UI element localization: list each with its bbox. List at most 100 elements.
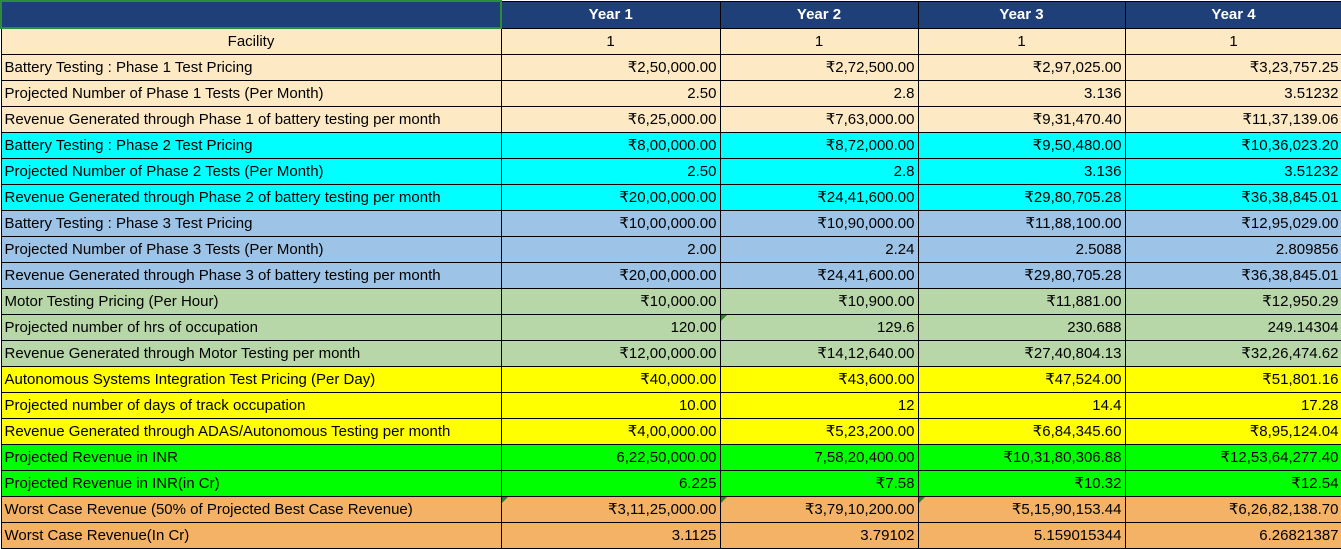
row-label-cell[interactable]: Projected Number of Phase 2 Tests (Per M… — [0, 158, 502, 185]
value-cell-year-1[interactable]: 3.1125 — [500, 522, 721, 549]
value-cell-year-4[interactable]: ₹10,36,023.20 — [1124, 132, 1341, 159]
value-cell-year-2[interactable]: 3.79102 — [719, 522, 919, 549]
value-cell-year-3[interactable]: 3.136 — [917, 158, 1126, 185]
row-label-cell[interactable]: Projected number of days of track occupa… — [0, 392, 502, 419]
row-label-cell[interactable]: Revenue Generated through Phase 3 of bat… — [0, 262, 502, 289]
value-cell-year-3[interactable]: 3.136 — [917, 80, 1126, 107]
row-label-cell[interactable]: Autonomous Systems Integration Test Pric… — [0, 366, 502, 393]
value-cell-year-2[interactable]: ₹8,72,000.00 — [719, 132, 919, 159]
value-cell-year-2[interactable]: ₹3,79,10,200.00 — [719, 496, 919, 523]
value-cell-year-1[interactable]: ₹3,11,25,000.00 — [500, 496, 721, 523]
value-cell-year-1[interactable]: ₹40,000.00 — [500, 366, 721, 393]
value-cell-year-1[interactable]: ₹20,00,000.00 — [500, 184, 721, 211]
value-cell-year-4[interactable]: ₹36,38,845.01 — [1124, 184, 1341, 211]
value-cell-year-4[interactable]: 3.51232 — [1124, 80, 1341, 107]
value-cell-year-1[interactable]: 1 — [500, 27, 721, 55]
value-cell-year-1[interactable]: ₹4,00,000.00 — [500, 418, 721, 445]
value-cell-year-3[interactable]: ₹6,84,345.60 — [917, 418, 1126, 445]
value-cell-year-2[interactable]: ₹5,23,200.00 — [719, 418, 919, 445]
row-label-cell[interactable]: Facility — [0, 27, 502, 55]
row-label-cell[interactable]: Projected Number of Phase 3 Tests (Per M… — [0, 236, 502, 263]
value-cell-year-2[interactable]: ₹24,41,600.00 — [719, 262, 919, 289]
value-cell-year-1[interactable]: ₹10,000.00 — [500, 288, 721, 315]
value-cell-year-1[interactable]: 2.50 — [500, 80, 721, 107]
value-cell-year-2[interactable]: ₹7,63,000.00 — [719, 106, 919, 133]
value-cell-year-1[interactable]: ₹2,50,000.00 — [500, 54, 721, 81]
year-3-header[interactable]: Year 3 — [917, 0, 1126, 29]
value-cell-year-4[interactable]: 6.26821387 — [1124, 522, 1341, 549]
value-cell-year-1[interactable]: ₹6,25,000.00 — [500, 106, 721, 133]
row-label-cell[interactable]: Worst Case Revenue(In Cr) — [0, 522, 502, 549]
value-cell-year-4[interactable]: ₹6,26,82,138.70 — [1124, 496, 1341, 523]
value-cell-year-4[interactable]: 1 — [1124, 27, 1341, 55]
value-cell-year-3[interactable]: ₹29,80,705.28 — [917, 262, 1126, 289]
value-cell-year-2[interactable]: ₹2,72,500.00 — [719, 54, 919, 81]
year-4-header[interactable]: Year 4 — [1124, 0, 1341, 29]
value-cell-year-4[interactable]: ₹8,95,124.04 — [1124, 418, 1341, 445]
value-cell-year-3[interactable]: 230.688 — [917, 314, 1126, 341]
value-cell-year-3[interactable]: 2.5088 — [917, 236, 1126, 263]
value-cell-year-3[interactable]: ₹11,88,100.00 — [917, 210, 1126, 237]
value-cell-year-1[interactable]: 6,22,50,000.00 — [500, 444, 721, 471]
value-cell-year-3[interactable]: ₹5,15,90,153.44 — [917, 496, 1126, 523]
row-label-cell[interactable]: Projected Revenue in INR — [0, 444, 502, 471]
value-cell-year-4[interactable]: ₹36,38,845.01 — [1124, 262, 1341, 289]
row-label-cell[interactable]: Revenue Generated through Motor Testing … — [0, 340, 502, 367]
value-cell-year-4[interactable]: ₹12,950.29 — [1124, 288, 1341, 315]
year-2-header[interactable]: Year 2 — [719, 0, 919, 29]
value-cell-year-3[interactable]: ₹47,524.00 — [917, 366, 1126, 393]
value-cell-year-1[interactable]: 6.225 — [500, 470, 721, 497]
row-label-cell[interactable]: Revenue Generated through Phase 1 of bat… — [0, 106, 502, 133]
value-cell-year-2[interactable]: 7,58,20,400.00 — [719, 444, 919, 471]
value-cell-year-3[interactable]: 1 — [917, 27, 1126, 55]
value-cell-year-3[interactable]: ₹29,80,705.28 — [917, 184, 1126, 211]
row-label-cell[interactable]: Revenue Generated through ADAS/Autonomou… — [0, 418, 502, 445]
value-cell-year-3[interactable]: ₹9,50,480.00 — [917, 132, 1126, 159]
value-cell-year-3[interactable]: ₹9,31,470.40 — [917, 106, 1126, 133]
value-cell-year-2[interactable]: 129.6 — [719, 314, 919, 341]
row-label-cell[interactable]: Motor Testing Pricing (Per Hour) — [0, 288, 502, 315]
value-cell-year-4[interactable]: ₹11,37,139.06 — [1124, 106, 1341, 133]
value-cell-year-2[interactable]: ₹43,600.00 — [719, 366, 919, 393]
row-label-cell[interactable]: Battery Testing : Phase 3 Test Pricing — [0, 210, 502, 237]
value-cell-year-4[interactable]: 17.28 — [1124, 392, 1341, 419]
selected-cell[interactable] — [0, 0, 502, 29]
row-label-cell[interactable]: Projected number of hrs of occupation — [0, 314, 502, 341]
value-cell-year-3[interactable]: 14.4 — [917, 392, 1126, 419]
row-label-cell[interactable]: Projected Number of Phase 1 Tests (Per M… — [0, 80, 502, 107]
value-cell-year-4[interactable]: ₹12,53,64,277.40 — [1124, 444, 1341, 471]
value-cell-year-1[interactable]: 120.00 — [500, 314, 721, 341]
value-cell-year-2[interactable]: 2.24 — [719, 236, 919, 263]
value-cell-year-2[interactable]: 1 — [719, 27, 919, 55]
value-cell-year-1[interactable]: ₹10,00,000.00 — [500, 210, 721, 237]
value-cell-year-1[interactable]: ₹12,00,000.00 — [500, 340, 721, 367]
value-cell-year-2[interactable]: 2.8 — [719, 158, 919, 185]
value-cell-year-3[interactable]: 5.159015344 — [917, 522, 1126, 549]
row-label-cell[interactable]: Worst Case Revenue (50% of Projected Bes… — [0, 496, 502, 523]
value-cell-year-3[interactable]: ₹10,31,80,306.88 — [917, 444, 1126, 471]
row-label-cell[interactable]: Battery Testing : Phase 2 Test Pricing — [0, 132, 502, 159]
value-cell-year-4[interactable]: 249.14304 — [1124, 314, 1341, 341]
value-cell-year-3[interactable]: ₹2,97,025.00 — [917, 54, 1126, 81]
value-cell-year-2[interactable]: 12 — [719, 392, 919, 419]
value-cell-year-2[interactable]: 2.8 — [719, 80, 919, 107]
value-cell-year-1[interactable]: ₹8,00,000.00 — [500, 132, 721, 159]
value-cell-year-4[interactable]: ₹3,23,757.25 — [1124, 54, 1341, 81]
value-cell-year-3[interactable]: ₹11,881.00 — [917, 288, 1126, 315]
value-cell-year-3[interactable]: ₹27,40,804.13 — [917, 340, 1126, 367]
row-label-cell[interactable]: Revenue Generated through Phase 2 of bat… — [0, 184, 502, 211]
value-cell-year-2[interactable]: ₹10,900.00 — [719, 288, 919, 315]
value-cell-year-2[interactable]: ₹10,90,000.00 — [719, 210, 919, 237]
value-cell-year-4[interactable]: 3.51232 — [1124, 158, 1341, 185]
row-label-cell[interactable]: Projected Revenue in INR(in Cr) — [0, 470, 502, 497]
value-cell-year-3[interactable]: ₹10.32 — [917, 470, 1126, 497]
value-cell-year-4[interactable]: ₹12.54 — [1124, 470, 1341, 497]
value-cell-year-4[interactable]: 2.809856 — [1124, 236, 1341, 263]
value-cell-year-1[interactable]: 2.50 — [500, 158, 721, 185]
row-label-cell[interactable]: Battery Testing : Phase 1 Test Pricing — [0, 54, 502, 81]
value-cell-year-4[interactable]: ₹12,95,029.00 — [1124, 210, 1341, 237]
value-cell-year-1[interactable]: 10.00 — [500, 392, 721, 419]
value-cell-year-4[interactable]: ₹51,801.16 — [1124, 366, 1341, 393]
value-cell-year-2[interactable]: ₹14,12,640.00 — [719, 340, 919, 367]
year-1-header[interactable]: Year 1 — [500, 0, 721, 29]
